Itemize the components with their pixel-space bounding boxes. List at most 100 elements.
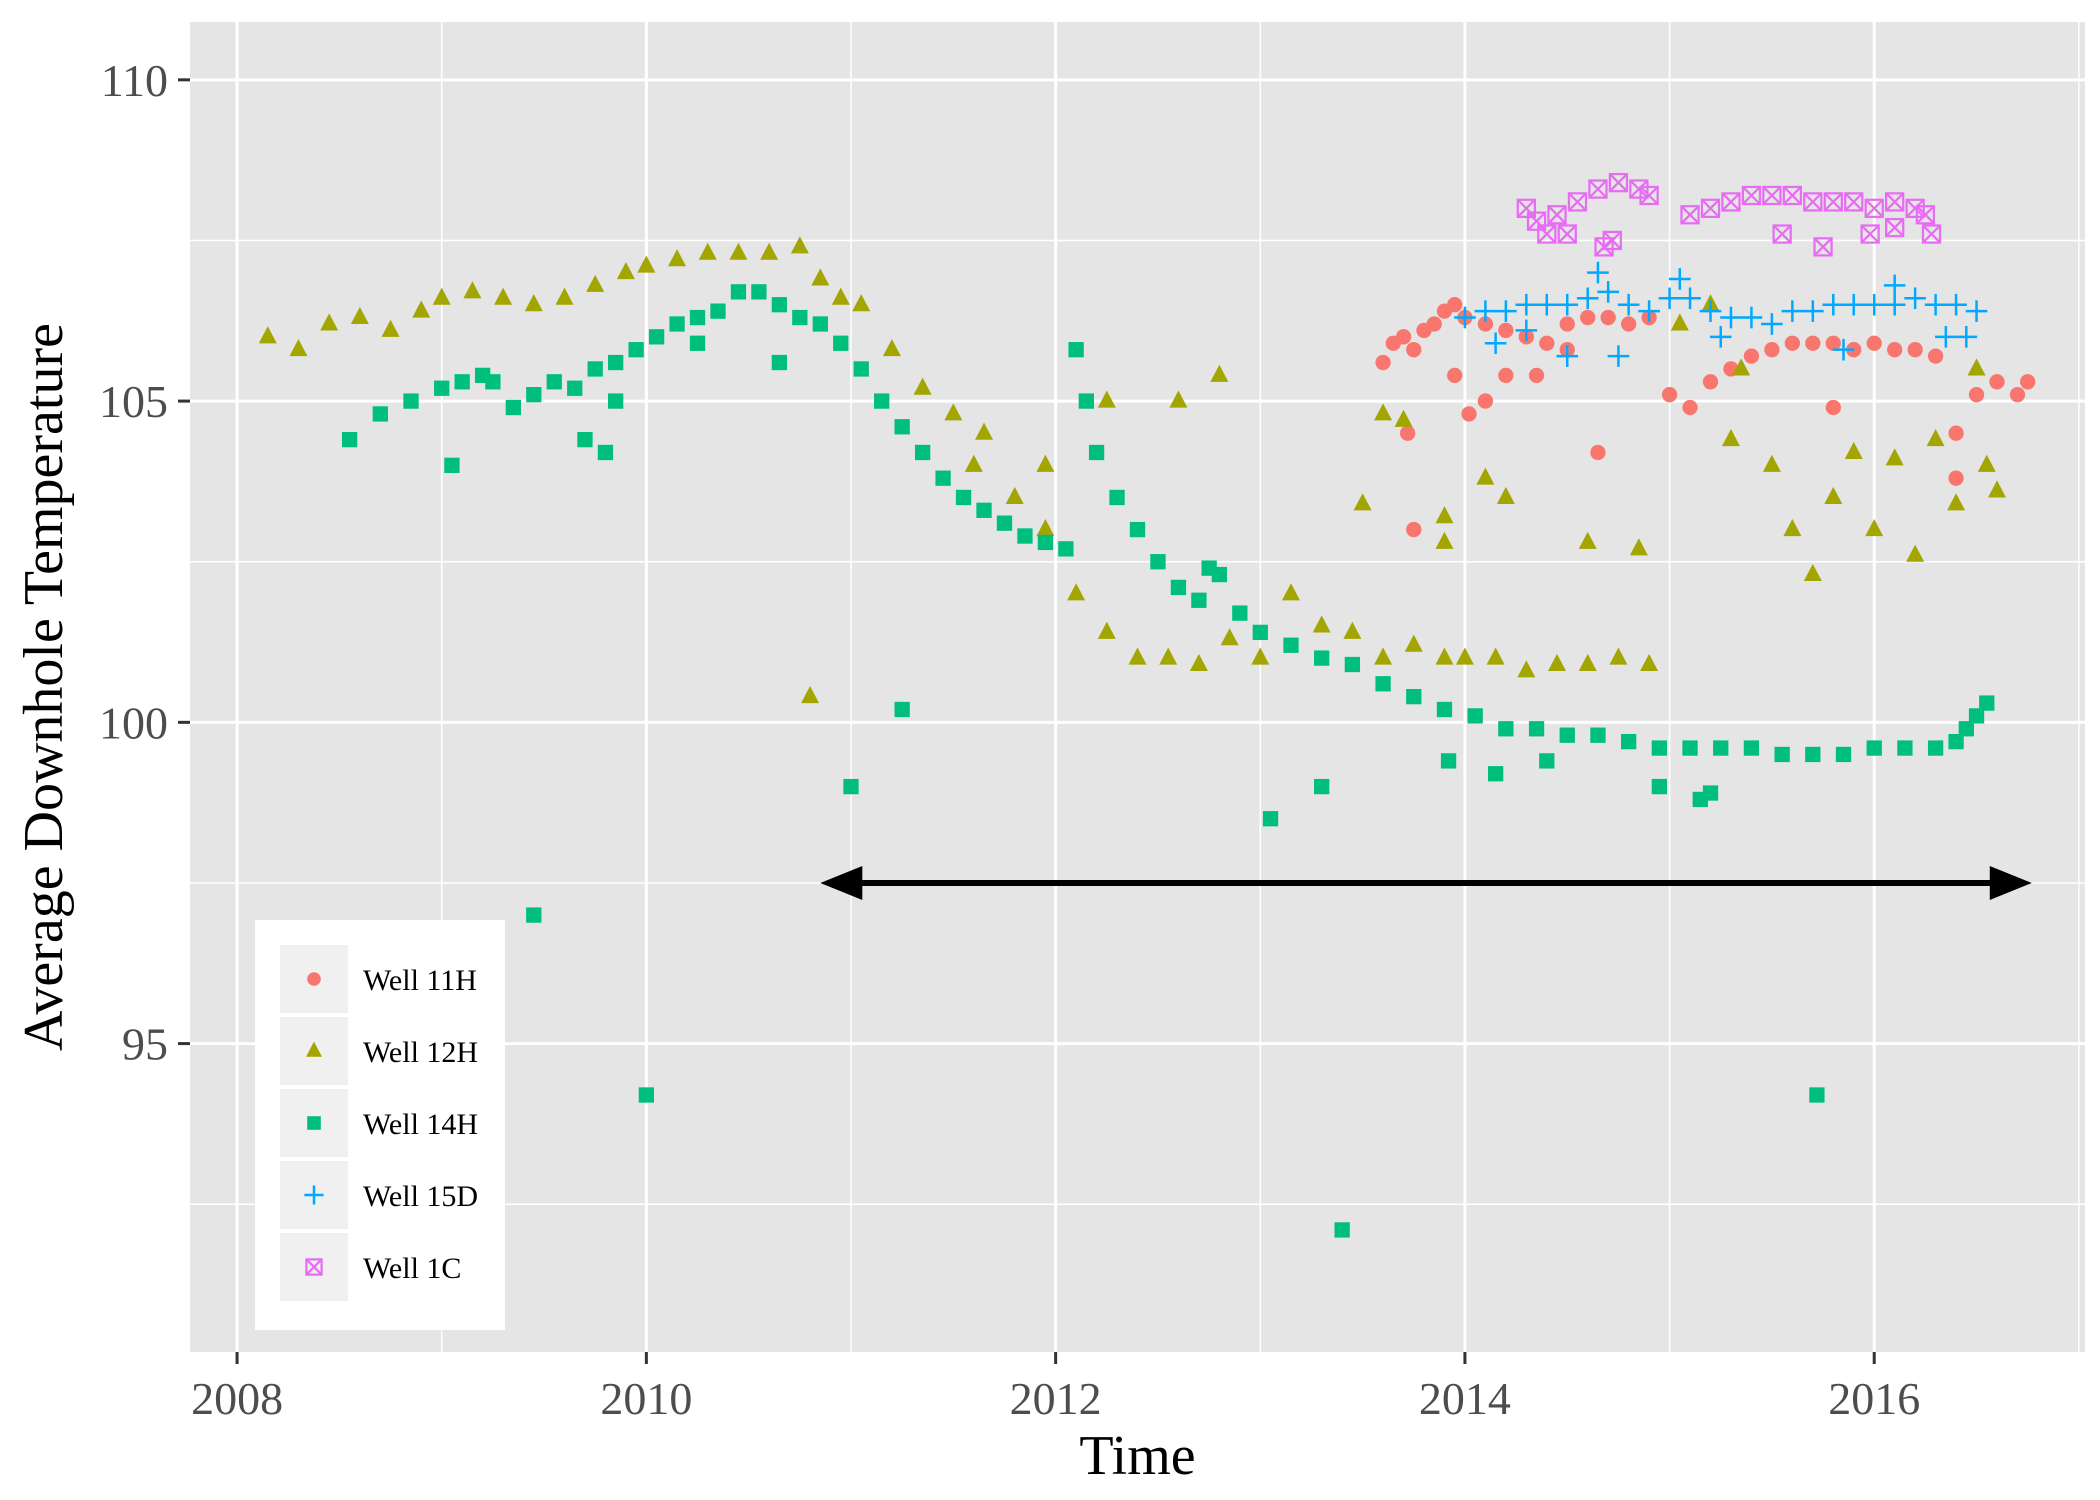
data-point	[751, 284, 767, 300]
data-point	[1528, 367, 1545, 384]
y-tick-label: 100	[99, 697, 168, 748]
range-arrow	[820, 865, 2032, 900]
data-point	[1679, 287, 1701, 310]
data-point	[1670, 313, 1689, 331]
data-point	[494, 287, 513, 305]
data-point	[403, 393, 419, 409]
data-point	[976, 502, 992, 518]
data-point	[1058, 541, 1074, 557]
data-point	[546, 374, 562, 390]
data-point	[1597, 281, 1619, 303]
data-point	[1924, 293, 1947, 316]
data-point	[1374, 647, 1393, 665]
data-point	[616, 261, 635, 280]
data-point	[526, 907, 542, 923]
data-point	[1897, 740, 1913, 756]
data-point	[1496, 486, 1515, 504]
data-point	[608, 393, 624, 409]
data-point	[1885, 217, 1905, 238]
legend: Well 11H Well 12H Well 14H Well 15D Well 1C	[255, 920, 505, 1330]
data-point	[1732, 358, 1751, 376]
data-point	[454, 374, 470, 390]
data-point	[1461, 406, 1477, 422]
data-point	[1067, 583, 1086, 601]
data-point	[729, 242, 748, 260]
data-point	[1805, 335, 1821, 351]
data-point	[1842, 293, 1865, 316]
series-well-15d	[1454, 261, 1988, 367]
data-point	[463, 281, 482, 299]
data-point	[1629, 179, 1649, 199]
data-point	[1556, 293, 1579, 316]
data-point	[1588, 179, 1608, 199]
legend-label: Well 12H	[363, 1036, 478, 1069]
data-point	[567, 380, 583, 396]
data-point	[801, 686, 820, 704]
data-point	[1440, 753, 1457, 769]
data-point	[1548, 653, 1567, 672]
data-point	[790, 236, 809, 254]
data-point	[1590, 444, 1606, 461]
data-point	[1680, 205, 1700, 225]
data-point	[1109, 489, 1125, 506]
data-point	[1743, 348, 1760, 364]
data-point	[1832, 338, 1855, 361]
data-point	[669, 316, 685, 332]
data-point	[1486, 647, 1505, 665]
series-well-14h	[341, 284, 1995, 1238]
data-point	[1159, 647, 1178, 665]
data-point	[434, 380, 450, 396]
data-point	[1576, 287, 1599, 310]
data-point	[1314, 778, 1330, 795]
data-point	[1620, 316, 1637, 332]
data-point	[1088, 444, 1105, 461]
data-point	[1454, 306, 1476, 329]
data-point	[1979, 695, 1995, 711]
data-point	[874, 393, 890, 409]
data-point	[1334, 1222, 1350, 1238]
data-point	[1169, 390, 1188, 408]
data-point	[1220, 628, 1239, 646]
data-point	[1783, 518, 1802, 537]
data-point	[1435, 647, 1454, 665]
data-point	[637, 255, 656, 273]
data-point	[1906, 544, 1925, 562]
data-point	[1968, 387, 1985, 403]
data-point	[811, 268, 830, 286]
data-point	[341, 431, 358, 448]
data-point	[1977, 454, 1996, 472]
data-point	[1435, 506, 1454, 524]
data-point	[1517, 660, 1536, 678]
data-point	[698, 242, 717, 260]
data-point	[1640, 653, 1659, 672]
legend-item: Well 15D	[280, 1161, 478, 1229]
data-point	[1191, 592, 1207, 608]
data-point	[1535, 293, 1558, 316]
data-point	[1741, 185, 1762, 206]
data-point	[1435, 531, 1454, 549]
data-point	[638, 1087, 655, 1103]
data-point	[812, 316, 828, 332]
legend-label: Well 15D	[363, 1180, 478, 1213]
data-point	[1515, 293, 1538, 316]
data-point	[1578, 653, 1597, 672]
data-point	[1844, 192, 1864, 212]
data-point	[1702, 374, 1719, 390]
data-point	[1600, 309, 1616, 326]
data-point	[1587, 261, 1609, 284]
data-point	[289, 339, 308, 357]
data-point	[1395, 329, 1412, 345]
data-point	[1762, 454, 1781, 472]
data-point	[730, 284, 747, 300]
data-point	[1005, 486, 1024, 504]
data-point	[1935, 326, 1957, 348]
data-point	[372, 406, 388, 422]
data-point	[1353, 493, 1372, 511]
data-point	[894, 701, 910, 718]
arrow-head-left	[820, 865, 863, 900]
data-point	[1201, 560, 1217, 576]
data-point	[1374, 403, 1393, 421]
data-point	[1487, 766, 1504, 782]
data-point	[1262, 811, 1279, 827]
legend-marker	[307, 972, 321, 986]
